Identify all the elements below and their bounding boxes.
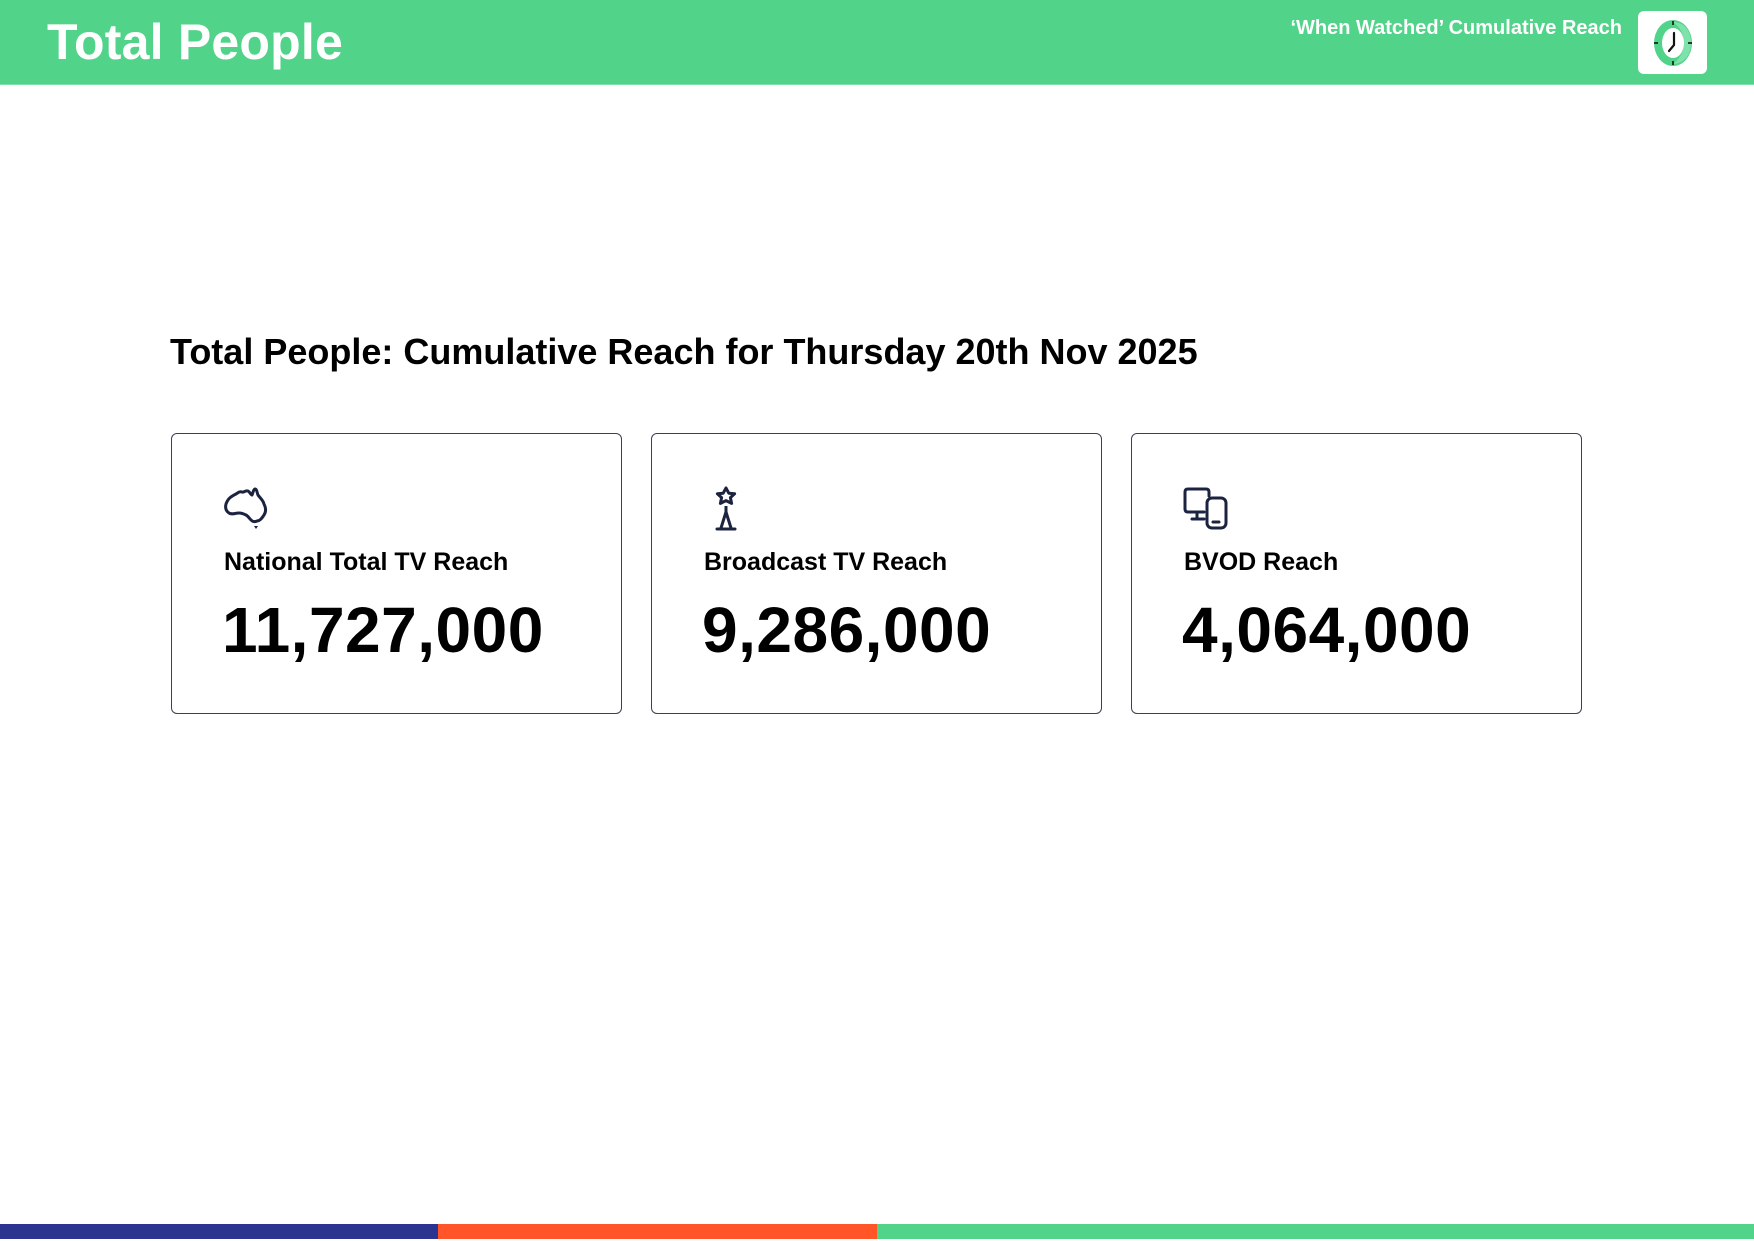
footer-segment-green [877,1224,1754,1239]
footer-color-bar [0,1224,1754,1239]
header-subtitle: ‘When Watched’ Cumulative Reach [1290,17,1622,39]
page-header: Total People ‘When Watched’ Cumulative R… [0,0,1754,85]
broadcast-tower-icon [702,486,750,532]
card-label: National Total TV Reach [224,548,509,576]
reach-cards: National Total TV Reach 11,727,000 Broad… [171,433,1583,714]
page-title: Total People [47,14,343,70]
card-label: BVOD Reach [1184,548,1339,576]
card-value: 11,727,000 [222,594,544,666]
section-heading: Total People: Cumulative Reach for Thurs… [170,331,1198,372]
card-value: 4,064,000 [1182,594,1472,666]
header-badge [1638,11,1707,74]
devices-icon [1182,486,1230,532]
card-national-total-tv-reach: National Total TV Reach 11,727,000 [171,433,622,714]
footer-segment-navy [0,1224,438,1239]
clock-icon [1653,19,1692,66]
card-label: Broadcast TV Reach [704,548,948,576]
card-value: 9,286,000 [702,594,992,666]
australia-map-icon [222,486,270,532]
footer-segment-orange [438,1224,877,1239]
card-bvod-reach: BVOD Reach 4,064,000 [1131,433,1582,714]
card-broadcast-tv-reach: Broadcast TV Reach 9,286,000 [651,433,1102,714]
